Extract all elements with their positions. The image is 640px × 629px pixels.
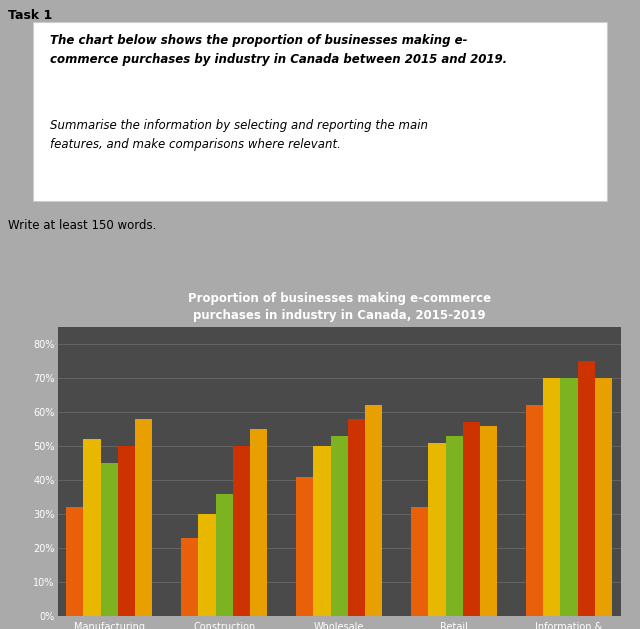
- Bar: [296, 477, 314, 616]
- Bar: [526, 405, 543, 616]
- Bar: [595, 378, 612, 616]
- Bar: [66, 508, 83, 616]
- Bar: [365, 405, 382, 616]
- Bar: [216, 494, 233, 616]
- Bar: [428, 443, 445, 616]
- Bar: [411, 508, 428, 616]
- Bar: [331, 436, 348, 616]
- Text: Summarise the information by selecting and reporting the main
features, and make: Summarise the information by selecting a…: [50, 119, 428, 151]
- Bar: [348, 419, 365, 616]
- Bar: [100, 463, 118, 616]
- Bar: [83, 440, 100, 616]
- Bar: [181, 538, 198, 616]
- Bar: [543, 378, 561, 616]
- Bar: [250, 429, 268, 616]
- Bar: [445, 436, 463, 616]
- Bar: [480, 426, 497, 616]
- Bar: [463, 423, 480, 616]
- Bar: [135, 419, 152, 616]
- Bar: [578, 361, 595, 616]
- Bar: [233, 446, 250, 616]
- Bar: [118, 446, 135, 616]
- Text: Write at least 150 words.: Write at least 150 words.: [8, 220, 156, 232]
- Bar: [198, 515, 216, 616]
- Bar: [314, 446, 331, 616]
- Title: Proportion of businesses making e-commerce
purchases in industry in Canada, 2015: Proportion of businesses making e-commer…: [188, 292, 491, 322]
- Text: Task 1: Task 1: [8, 9, 52, 22]
- Bar: [561, 378, 578, 616]
- Text: The chart below shows the proportion of businesses making e-
commerce purchases : The chart below shows the proportion of …: [50, 34, 507, 66]
- FancyBboxPatch shape: [33, 22, 607, 201]
